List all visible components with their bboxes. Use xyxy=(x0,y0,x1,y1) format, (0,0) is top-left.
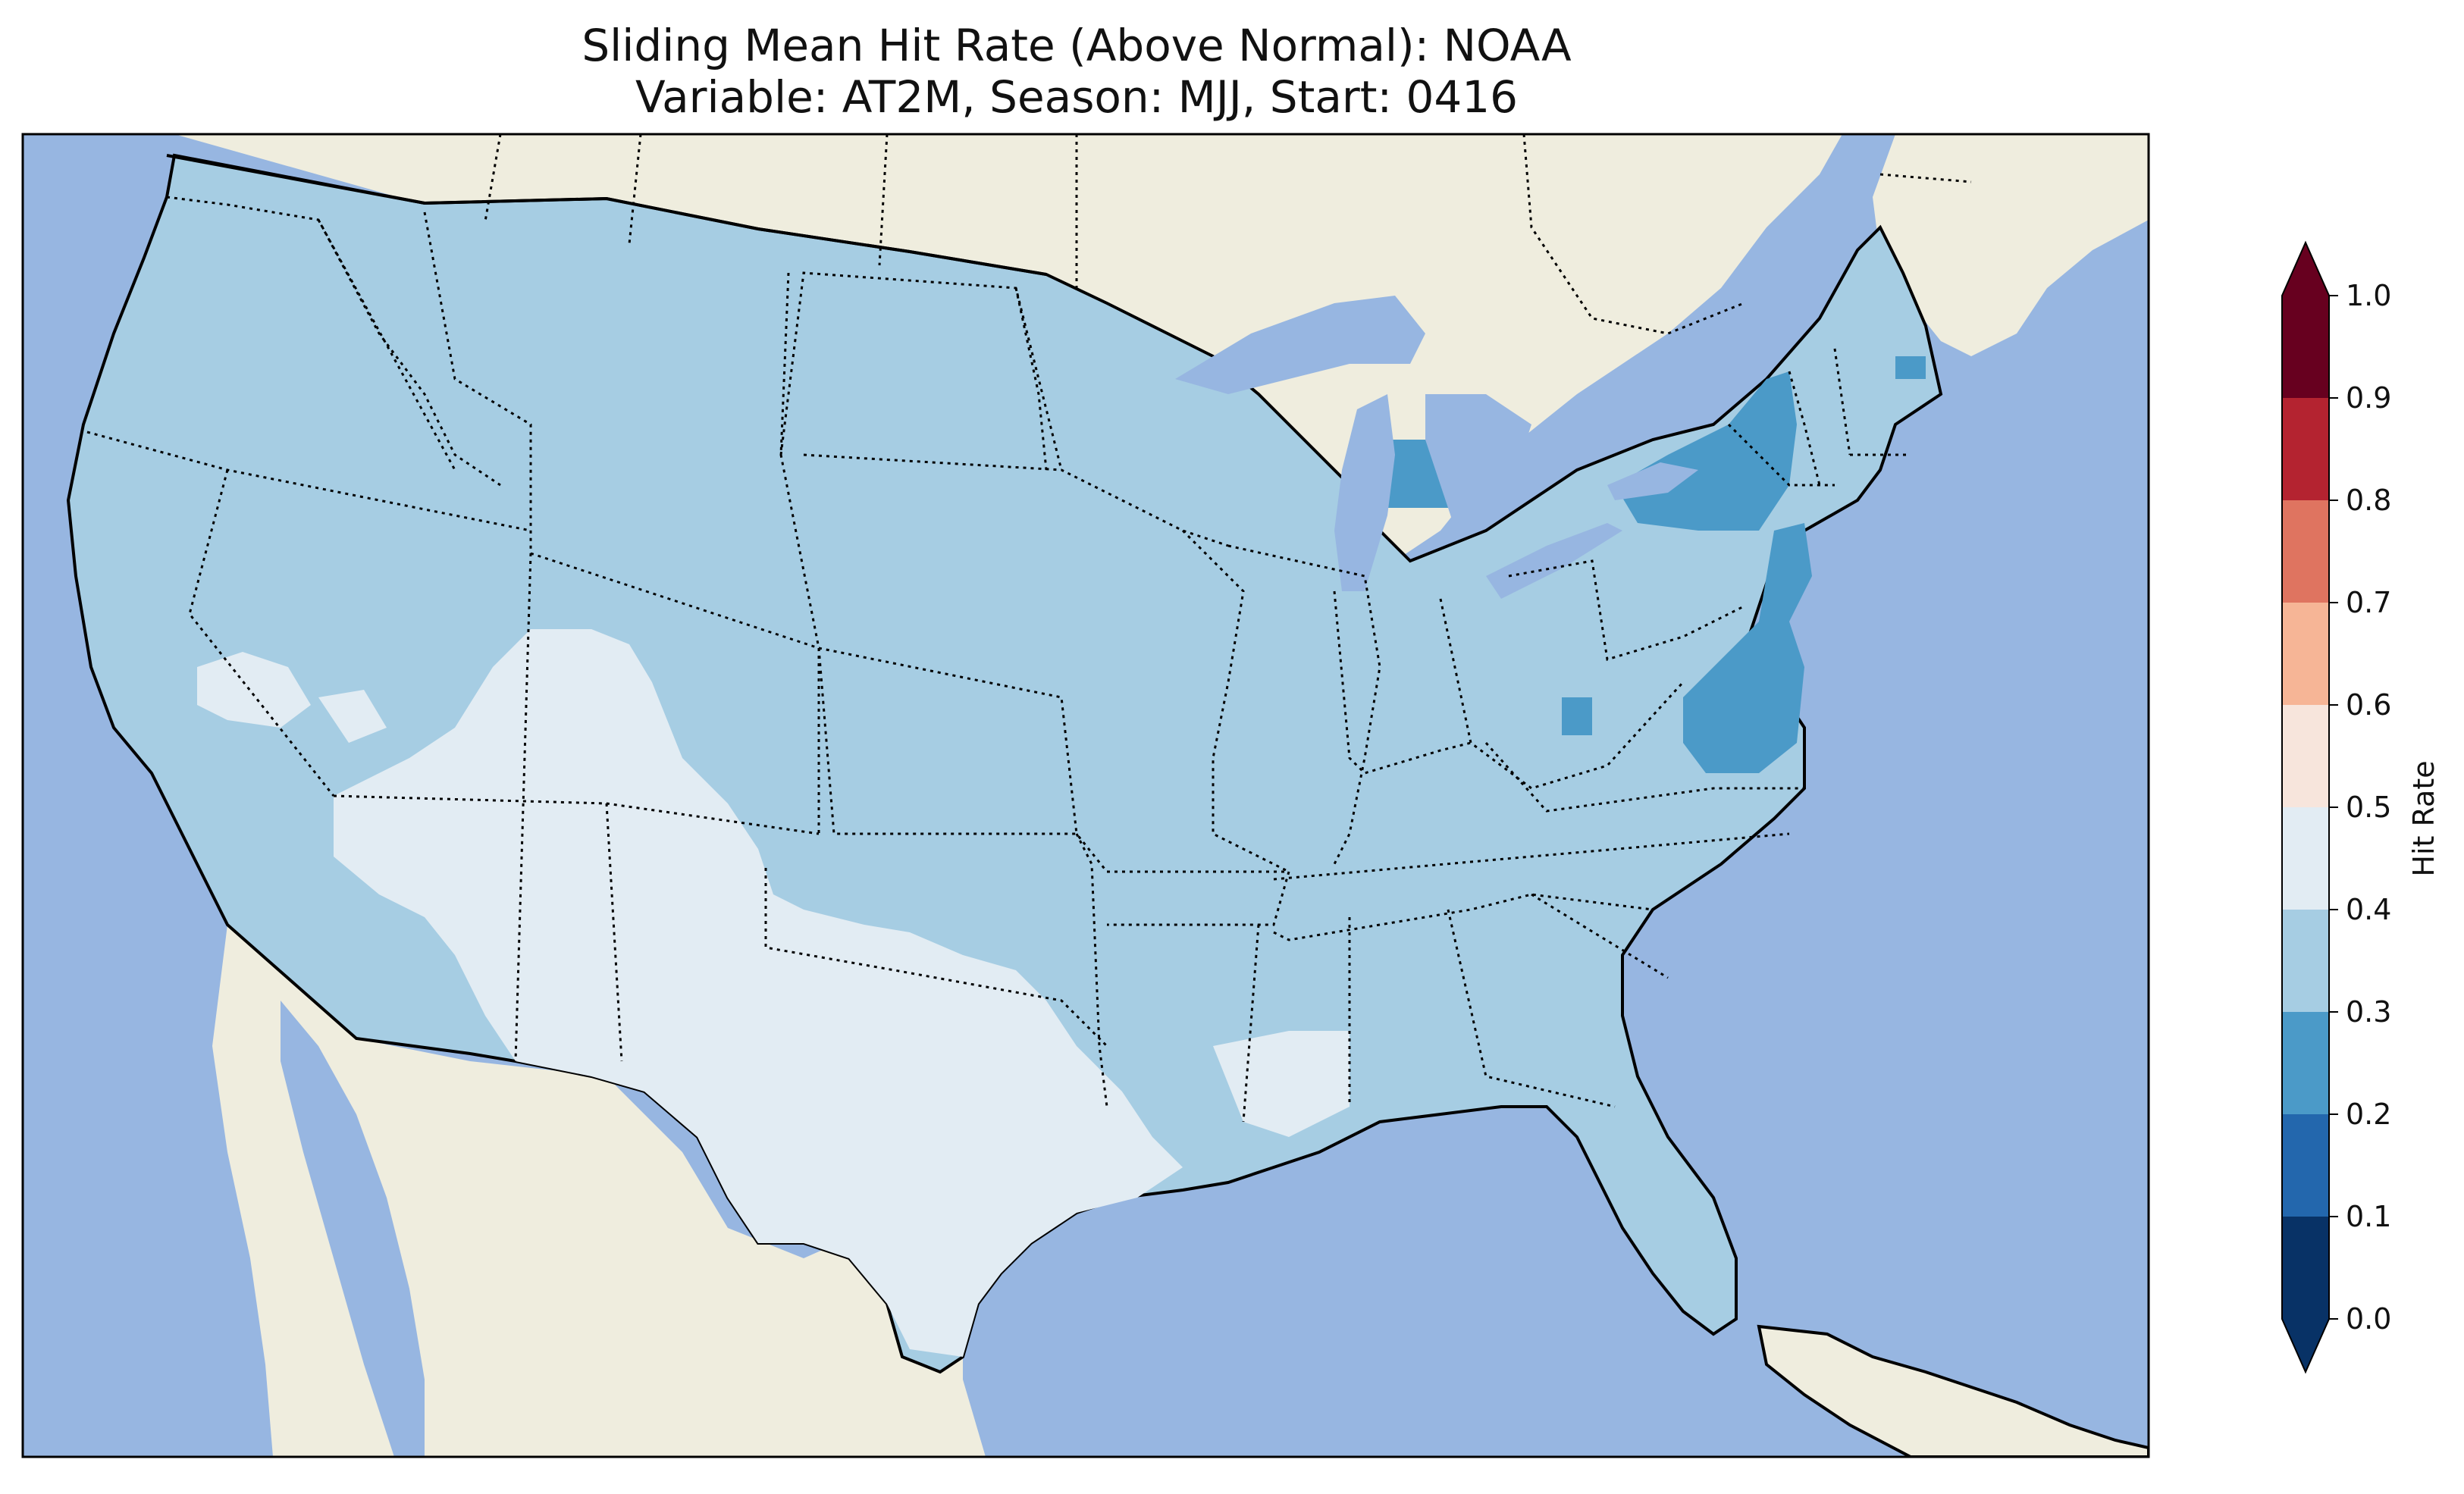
cuba-island xyxy=(1757,1324,2149,1457)
maritimes-land xyxy=(1873,134,2149,356)
lake-huron xyxy=(1425,394,1531,531)
colorbar-tick-label: 0.6 xyxy=(2346,688,2391,722)
lake-erie xyxy=(1486,523,1622,599)
colorbar-extend-min xyxy=(2282,1319,2329,1372)
colorbar-tick-label: 0.8 xyxy=(2346,484,2391,517)
colorbar-segment xyxy=(2282,603,2329,705)
colorbar-tick-label: 0.7 xyxy=(2346,586,2391,619)
colorbar-tick-label: 0.2 xyxy=(2346,1098,2391,1131)
us-canada-border xyxy=(166,154,1047,276)
canada-boundaries xyxy=(484,134,1972,335)
colorbar-segment xyxy=(2282,807,2329,910)
colorbar-segment xyxy=(2282,1114,2329,1217)
colorbar: 0.0 0.1 0.2 0.3 0.4 0.5 0.6 0.7 0.8 0.9 1.0 xyxy=(2281,240,2391,1374)
map-border xyxy=(21,133,2150,1458)
colorbar-segment xyxy=(2282,1217,2329,1319)
colorbar-segment xyxy=(2282,398,2329,500)
colorbar-tick-label: 0.9 xyxy=(2346,381,2391,415)
chart-title-line-1: Sliding Mean Hit Rate (Above Normal): NO… xyxy=(582,20,1572,71)
colorbar-label: Hit Rate xyxy=(2407,760,2440,876)
state-boundaries xyxy=(86,196,1911,1123)
colorbar-extend-max xyxy=(2282,243,2329,296)
gulf-of-california xyxy=(281,1001,425,1457)
colorbar-tick-label: 0.0 xyxy=(2346,1302,2391,1336)
colorbar-tick-label: 1.0 xyxy=(2346,279,2391,312)
colorbar-segment xyxy=(2282,500,2329,603)
colorbar-tick-label: 0.5 xyxy=(2346,791,2391,824)
chart-title-line-2: Variable: AT2M, Season: MJJ, Start: 0416 xyxy=(635,71,1519,123)
lake-superior xyxy=(1175,296,1425,394)
colorbar-segment xyxy=(2282,296,2329,398)
region-mid-atlantic xyxy=(1562,356,1926,773)
colorbar-segment xyxy=(2282,910,2329,1012)
lake-michigan xyxy=(1334,394,1395,591)
map-panel xyxy=(23,134,2149,1457)
colorbar-tick-label: 0.4 xyxy=(2346,893,2391,926)
region-southwest xyxy=(197,629,1350,1357)
colorbar-segment xyxy=(2282,1012,2329,1114)
colorbar-segment xyxy=(2282,705,2329,807)
colorbar-tick-label: 0.1 xyxy=(2346,1200,2391,1233)
lake-ontario xyxy=(1607,462,1698,500)
colorbar-tick-label: 0.3 xyxy=(2346,995,2391,1029)
